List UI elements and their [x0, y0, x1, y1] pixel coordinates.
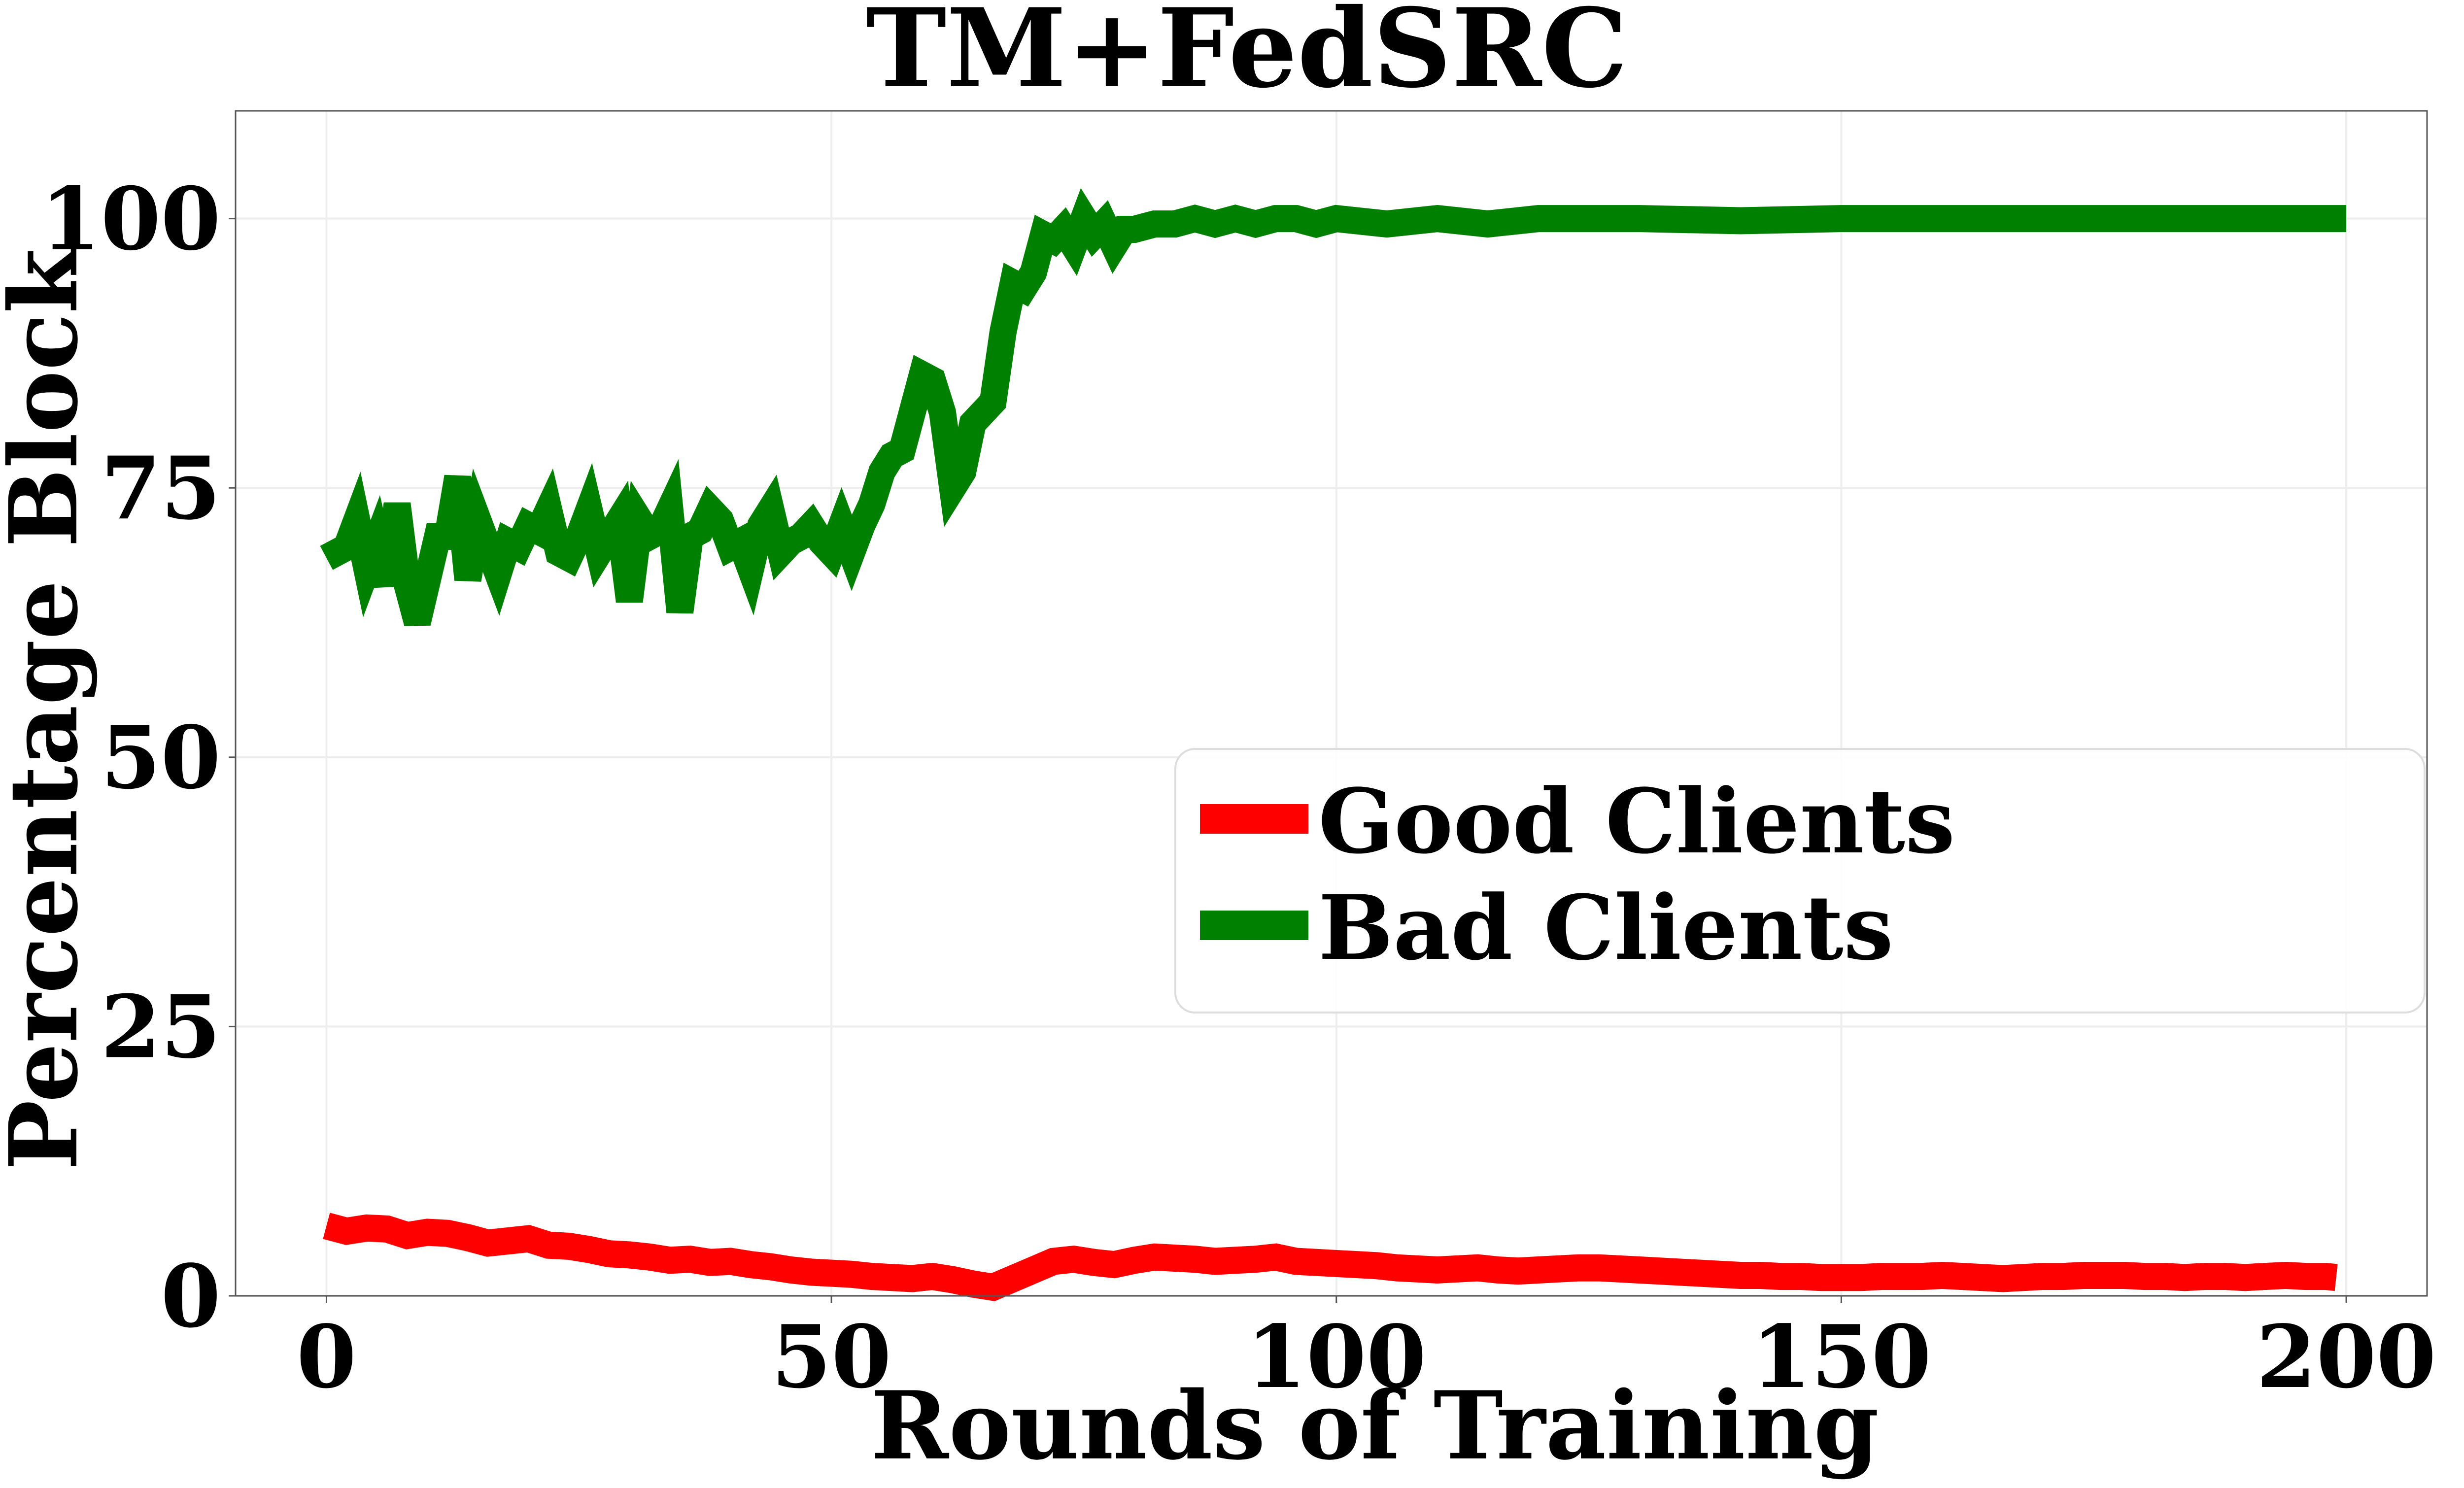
- y-tick-label: 25: [101, 977, 221, 1078]
- x-axis-label: Rounds of Training: [871, 1371, 1879, 1481]
- series-layer: [320, 188, 2347, 1301]
- series-line-bad-clients: [320, 188, 2347, 626]
- y-tick-label: 0: [161, 1246, 221, 1347]
- y-tick-label: 50: [101, 708, 221, 809]
- x-tick-label: 100: [1246, 1307, 1426, 1408]
- y-axis-label: Percentage Block: [0, 247, 99, 1170]
- legend: Good Clients Bad Clients: [1174, 748, 2426, 1014]
- x-tick-label: 200: [2256, 1307, 2436, 1408]
- axis-ticks: 0 50 100 150 200 0 25 50 75 100: [41, 169, 2436, 1408]
- plot-frame: [235, 110, 2428, 1297]
- series-line-good-clients: [323, 1213, 2338, 1301]
- x-tick-label: 0: [297, 1307, 357, 1408]
- x-tick-label: 150: [1751, 1307, 1931, 1408]
- x-tick-label: 50: [771, 1307, 891, 1408]
- y-tick-label: 100: [41, 169, 221, 270]
- legend-label-bad-clients: Bad Clients: [1318, 876, 1893, 980]
- y-tick-label: 75: [101, 438, 221, 539]
- legend-box: [1174, 748, 2426, 1014]
- chart-title: TM+FedSRC: [866, 0, 1628, 112]
- legend-label-good-clients: Good Clients: [1318, 770, 1955, 874]
